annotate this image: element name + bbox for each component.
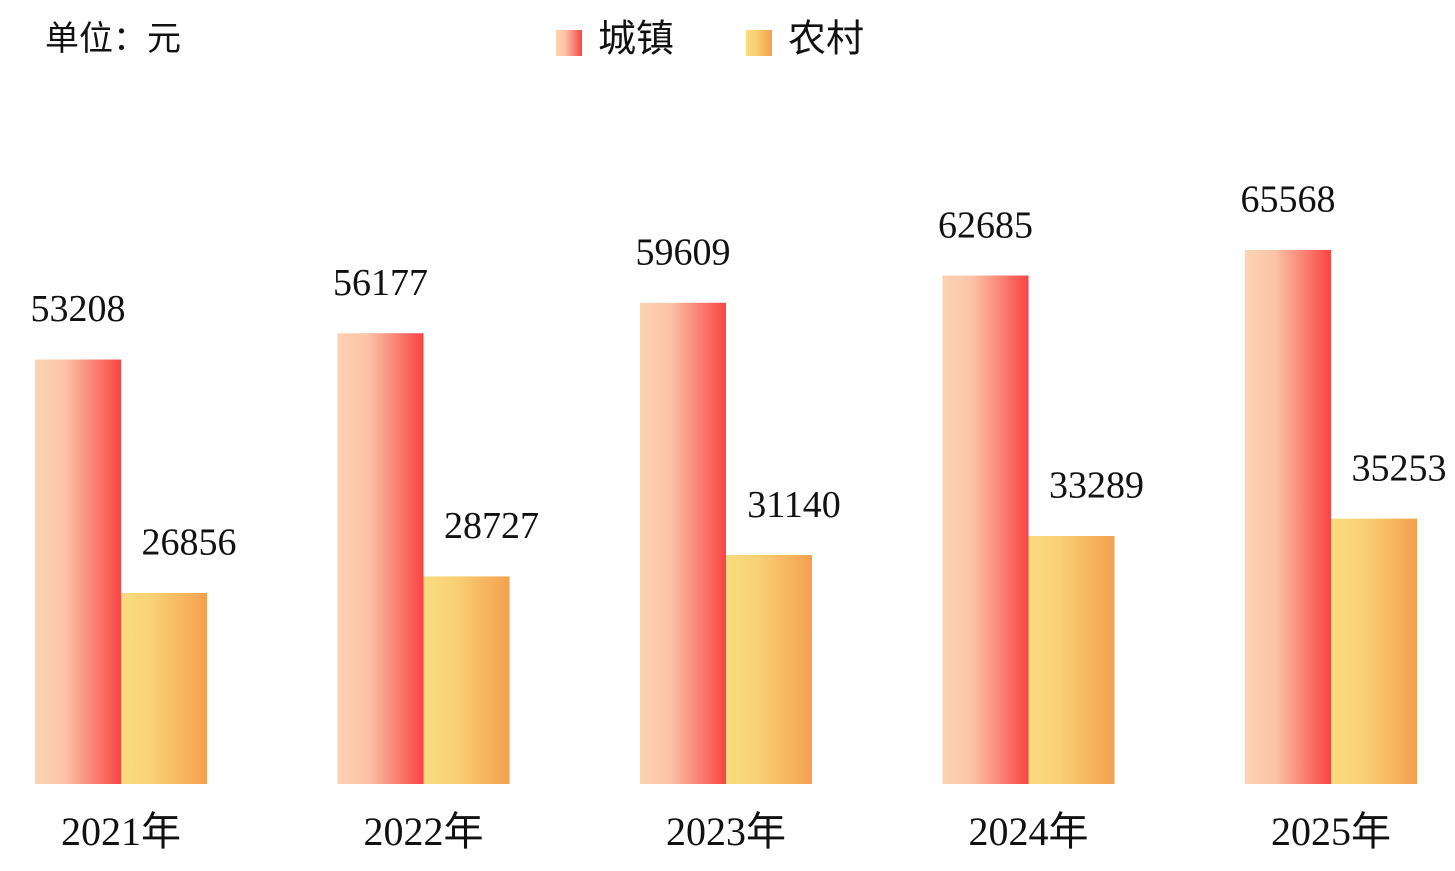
bar [726, 555, 812, 784]
value-label: 35253 [1352, 447, 1447, 489]
bar [640, 302, 726, 784]
bar [423, 576, 510, 784]
value-label: 62685 [938, 204, 1033, 246]
value-label: 31140 [747, 484, 841, 526]
value-label: 56177 [333, 262, 428, 304]
value-label: 65568 [1241, 179, 1336, 221]
legend-label: 农村 [788, 19, 864, 61]
bar [1245, 250, 1331, 784]
legend-swatch [746, 30, 772, 56]
x-tick-label: 2024年 [969, 809, 1089, 854]
value-label: 28727 [444, 505, 539, 547]
legend-label: 城镇 [598, 19, 674, 61]
value-label: 59609 [636, 232, 731, 274]
legend-swatch [556, 30, 582, 56]
bar [1028, 536, 1115, 784]
unit-label: 单位：元 [45, 20, 181, 58]
x-tick-label: 2023年 [666, 809, 786, 854]
x-tick-label: 2022年 [364, 809, 484, 854]
value-label: 53208 [31, 288, 126, 330]
bar [121, 593, 207, 784]
value-label: 33289 [1049, 465, 1144, 507]
bar [1331, 518, 1417, 784]
bar [337, 333, 424, 784]
bar [35, 359, 121, 784]
bar [942, 275, 1029, 784]
x-tick-label: 2025年 [1271, 809, 1391, 854]
value-label: 26856 [142, 522, 237, 564]
x-tick-label: 2021年 [61, 809, 181, 854]
